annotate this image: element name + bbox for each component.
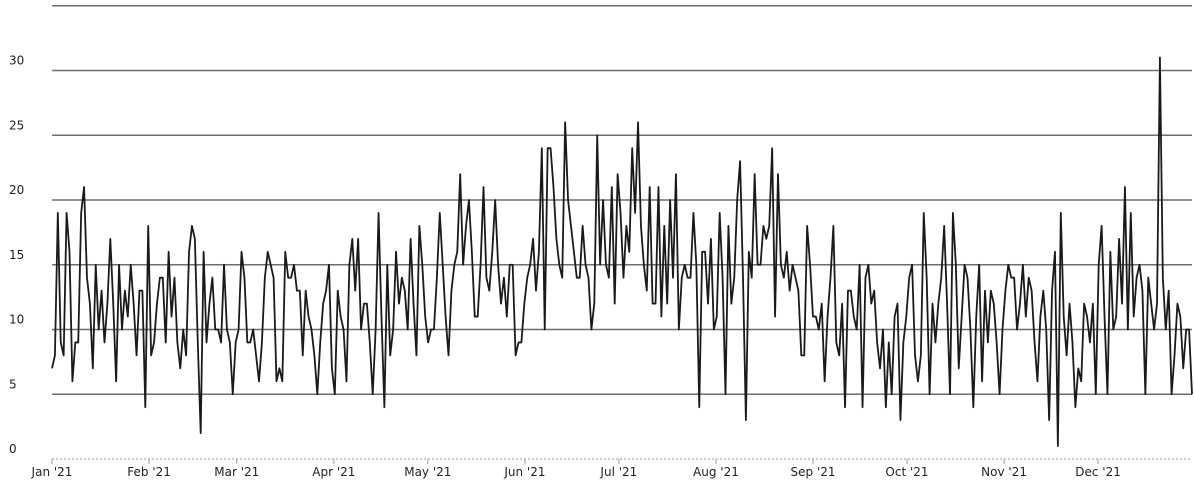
y-tick-label: 0 bbox=[9, 442, 17, 456]
x-tick-label: Aug '21 bbox=[693, 465, 739, 479]
x-axis-tick-labels: Jan '21 Feb '21 Mar '21 Apr '21 May '21 Jun '… bbox=[31, 459, 1121, 479]
y-axis-tick-labels: 0 5 10 15 20 25 30 bbox=[9, 54, 24, 457]
x-tick-label: Jan '21 bbox=[31, 465, 73, 479]
x-tick-label: May '21 bbox=[404, 465, 451, 479]
y-tick-label: 5 bbox=[9, 377, 17, 391]
y-tick-label: 30 bbox=[9, 54, 24, 68]
x-tick-label: Jul '21 bbox=[599, 465, 637, 479]
x-tick-label: Feb '21 bbox=[127, 465, 171, 479]
x-tick-label: Dec '21 bbox=[1075, 465, 1121, 479]
series-line bbox=[51, 56, 1193, 447]
y-tick-label: 20 bbox=[9, 183, 24, 197]
y-tick-label: 15 bbox=[9, 248, 24, 262]
x-tick-label: Mar '21 bbox=[214, 465, 259, 479]
x-tick-label: Nov '21 bbox=[981, 465, 1027, 479]
y-tick-label: 25 bbox=[9, 118, 24, 132]
x-tick-label: Sep '21 bbox=[791, 465, 836, 479]
x-tick-label: Oct '21 bbox=[885, 465, 928, 479]
x-tick-label: Apr '21 bbox=[312, 465, 355, 479]
y-tick-label: 10 bbox=[9, 313, 24, 327]
x-tick-label: Jun '21 bbox=[503, 465, 545, 479]
